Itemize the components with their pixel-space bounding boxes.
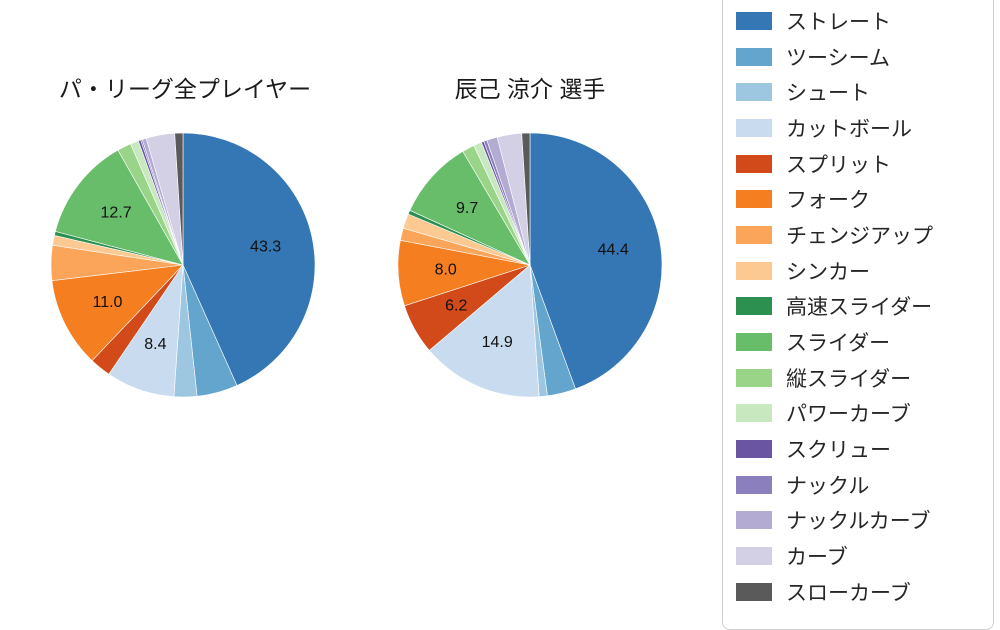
legend-swatch	[736, 547, 772, 566]
pie-slice-スライダー	[54, 149, 184, 266]
legend-swatch	[736, 511, 772, 530]
pie-slice-カットボール	[428, 264, 540, 398]
legend-item-label: ストレート	[786, 10, 891, 34]
slice-value-label: 44.4	[598, 241, 629, 258]
pie-chart-left: 43.3 8.4 11.0 12.7	[50, 132, 316, 398]
legend: ストレートツーシームシュートカットボール スプリットフォークチェンジアップ シンカー…	[722, 0, 994, 630]
chart-title-right: 辰己 涼介 選手	[454, 76, 606, 102]
legend-item: シンカー	[736, 253, 993, 289]
legend-item: 縦スライダー	[736, 360, 993, 396]
pie-slice-ストレート	[529, 132, 663, 390]
legend-item: パワーカーブ	[736, 396, 993, 432]
legend-item-label: スクリュー	[786, 439, 891, 463]
legend-item: スライダー	[736, 324, 993, 360]
legend-item: スローカーブ	[736, 574, 993, 610]
pie-slice-フォーク	[51, 264, 184, 362]
legend-item: フォーク	[736, 181, 993, 217]
legend-item-label: シュート	[786, 82, 870, 106]
pie-slice-ストレート	[182, 132, 316, 386]
legend-item-label: シンカー	[786, 260, 870, 284]
legend-item-label: ツーシーム	[786, 46, 890, 70]
legend-swatch	[736, 368, 772, 387]
legend-item-label: フォーク	[786, 189, 870, 213]
slice-value-label: 8.0	[435, 262, 457, 279]
legend-item-label: 縦スライダー	[786, 367, 912, 391]
legend-item: カーブ	[736, 538, 993, 574]
legend-item: ツーシーム	[736, 39, 993, 75]
legend-item-label: 高速スライダー	[786, 296, 933, 320]
legend-swatch	[736, 47, 772, 66]
legend-swatch	[736, 404, 772, 423]
pie-slice-スローカーブ	[174, 132, 184, 266]
slice-value-label: 14.9	[482, 334, 513, 351]
legend-item-label: スライダー	[786, 332, 891, 356]
legend-swatch	[736, 154, 772, 173]
legend-item: カットボール	[736, 110, 993, 146]
slice-value-label: 11.0	[93, 294, 123, 311]
slice-value-label: 8.4	[144, 336, 166, 353]
slice-value-label: 12.7	[101, 205, 132, 222]
legend-swatch	[736, 297, 772, 316]
slice-value-label: 6.2	[445, 297, 467, 314]
legend-swatch	[736, 440, 772, 459]
slice-value-label: 43.3	[250, 239, 281, 256]
pie-slice-スローカーブ	[521, 132, 531, 266]
legend-item-label: スローカーブ	[786, 581, 911, 605]
pie-chart-right: 44.4 14.9 6.2 8.0 9.7	[397, 132, 663, 398]
chart-title-left: パ・リーグ全プレイヤー	[58, 76, 312, 102]
slice-value-label: 9.7	[456, 200, 478, 217]
legend-item: ナックルカーブ	[736, 503, 993, 539]
legend-item-label: スプリット	[786, 153, 891, 177]
legend-swatch	[736, 225, 772, 244]
legend-swatch	[736, 475, 772, 494]
legend-swatch	[736, 261, 772, 280]
legend-swatch	[736, 190, 772, 209]
pie-slice-スライダー	[409, 150, 531, 266]
legend-swatch	[736, 333, 772, 352]
legend-item-label: ナックル	[786, 474, 870, 498]
legend-item: スクリュー	[736, 431, 993, 467]
legend-item-label: チェンジアップ	[786, 224, 933, 248]
legend-item-label: カーブ	[786, 546, 848, 570]
legend-item: ストレート	[736, 3, 993, 39]
legend-item: チェンジアップ	[736, 217, 993, 253]
legend-swatch	[736, 11, 772, 30]
legend-item: ナックル	[736, 467, 993, 503]
legend-item-label: カットボール	[786, 117, 912, 141]
legend-item: スプリット	[736, 146, 993, 182]
legend-swatch	[736, 118, 772, 137]
legend-swatch	[736, 582, 772, 601]
legend-item: 高速スライダー	[736, 289, 993, 325]
legend-item-label: ナックルカーブ	[786, 510, 931, 534]
legend-swatch	[736, 83, 772, 102]
legend-item: シュート	[736, 74, 993, 110]
legend-item-label: パワーカーブ	[786, 403, 911, 427]
